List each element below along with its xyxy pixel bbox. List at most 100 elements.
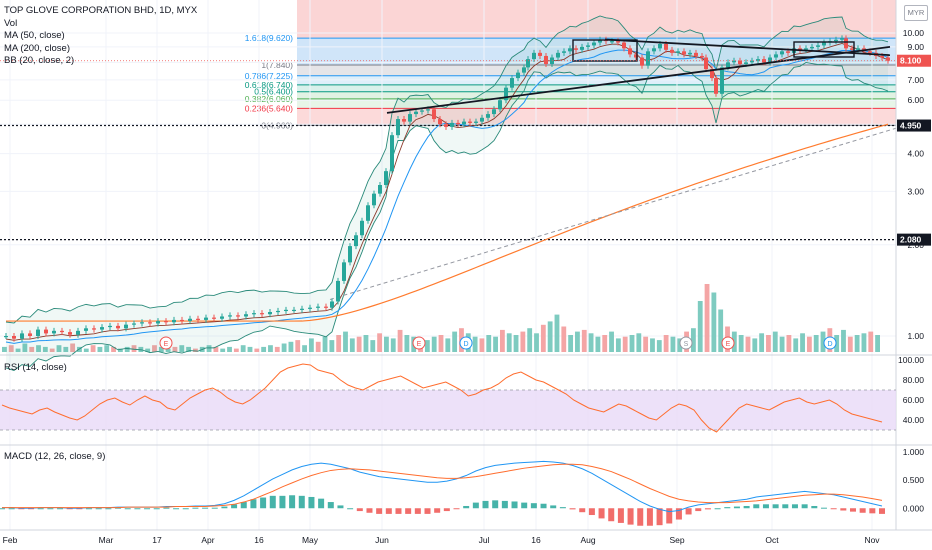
macd-histogram-bar: [656, 508, 663, 526]
volume-bar: [602, 335, 608, 352]
volume-bar: [363, 335, 369, 352]
volume-bar: [302, 345, 307, 352]
volume-bar: [22, 343, 28, 352]
candle-body: [44, 329, 48, 334]
candle-body: [886, 57, 890, 61]
macd-histogram-bar: [47, 508, 54, 510]
volume-bar: [575, 331, 580, 352]
volume-bar: [643, 336, 649, 352]
fib-zone-6: [297, 108, 896, 126]
volume-bar: [63, 346, 69, 352]
volume-bar: [841, 329, 846, 352]
volume-bar: [820, 331, 826, 352]
volume-bar: [609, 331, 614, 352]
fib-label: 1.618(9.620): [245, 33, 293, 43]
volume-bar: [384, 336, 389, 352]
candle-body: [756, 59, 760, 61]
volume-bar: [540, 324, 546, 352]
macd-label[interactable]: MACD (12, 26, close, 9): [4, 451, 106, 462]
candle-body: [538, 52, 542, 56]
volume-bar: [213, 346, 219, 352]
currency-badge[interactable]: MYR: [904, 5, 928, 21]
volume-bar: [493, 336, 498, 352]
candle-body: [646, 51, 650, 66]
candle-body: [844, 38, 848, 49]
price-tick: 1.00: [907, 331, 924, 341]
volume-bar: [295, 340, 301, 352]
candle-body: [516, 72, 520, 79]
macd-histogram-bar: [260, 497, 267, 509]
candle-body: [68, 332, 72, 335]
price-axis-bg: [896, 0, 932, 550]
candle-body: [574, 48, 578, 50]
volume-bar: [145, 348, 151, 352]
candle-body: [140, 322, 144, 324]
macd-histogram-bar: [820, 507, 827, 509]
volume-bar: [472, 336, 478, 352]
candle-body: [726, 62, 730, 68]
volume-bar: [315, 341, 321, 352]
rsi-label[interactable]: RSI (14, close): [4, 362, 67, 373]
candle-body: [868, 51, 872, 53]
macd-histogram-bar: [879, 508, 885, 514]
volume-bar: [329, 340, 335, 352]
macd-histogram-bar: [811, 505, 818, 509]
candle-body: [420, 110, 424, 112]
fib-zone-3: [297, 84, 896, 92]
volume-bar: [704, 284, 710, 352]
macd-histogram-bar: [182, 508, 189, 510]
price-label: 8.100: [900, 56, 922, 66]
time-tick: Jun: [375, 535, 389, 545]
macd-histogram-bar: [163, 507, 170, 509]
candle-body: [804, 48, 808, 50]
candle-body: [12, 336, 16, 339]
volume-bar: [697, 301, 703, 352]
volume-bar: [397, 329, 403, 352]
macd-histogram-bar: [869, 508, 876, 514]
candle-body: [556, 52, 560, 58]
volume-bar: [356, 336, 362, 352]
candle-body: [60, 330, 64, 333]
volume-bar: [479, 338, 485, 352]
volume-bar: [629, 335, 635, 352]
volume-bar: [813, 335, 819, 352]
macd-histogram-bar: [105, 508, 112, 510]
ma200-label[interactable]: MA (200, close): [4, 42, 70, 54]
ma50-label[interactable]: MA (50, close): [4, 30, 65, 41]
volume-bar: [486, 335, 492, 352]
macd-histogram-bar: [830, 508, 837, 510]
candle-body: [786, 51, 790, 53]
rsi-tick: 40.00: [903, 415, 925, 425]
candle-body: [816, 45, 820, 47]
macd-legend: MACD (12, 26, close, 9): [4, 451, 105, 464]
macd-histogram-bar: [8, 508, 15, 510]
candle-body: [52, 330, 56, 334]
volume-bar: [247, 346, 253, 352]
price-label: 2.080: [900, 235, 922, 245]
vol-label[interactable]: Vol: [4, 17, 18, 29]
candle-body: [744, 62, 748, 65]
volume-bar: [663, 335, 669, 352]
price-label-bg: [897, 119, 931, 132]
macd-histogram-bar: [637, 508, 644, 526]
candle-body: [652, 48, 656, 52]
candle-body: [704, 57, 708, 70]
macd-tick: 1.000: [903, 447, 925, 457]
macd-histogram-bar: [192, 507, 199, 509]
candle-body: [562, 51, 566, 53]
symbol-title[interactable]: TOP GLOVE CORPORATION BHD, 1D, MYX: [4, 5, 198, 16]
bb-label[interactable]: BB (20, close, 2): [4, 55, 75, 66]
candle-body: [592, 42, 596, 46]
candle-body: [738, 60, 742, 65]
event-marker: [721, 336, 735, 350]
candle-body: [342, 262, 346, 281]
candle-body: [220, 316, 224, 319]
volume-bar: [759, 333, 765, 352]
macd-histogram-bar: [685, 508, 692, 515]
event-marker-label: E: [164, 341, 169, 348]
candle-body: [300, 308, 304, 310]
volume-bar: [220, 348, 226, 352]
candle-body: [450, 122, 454, 127]
candle-body: [850, 48, 854, 50]
